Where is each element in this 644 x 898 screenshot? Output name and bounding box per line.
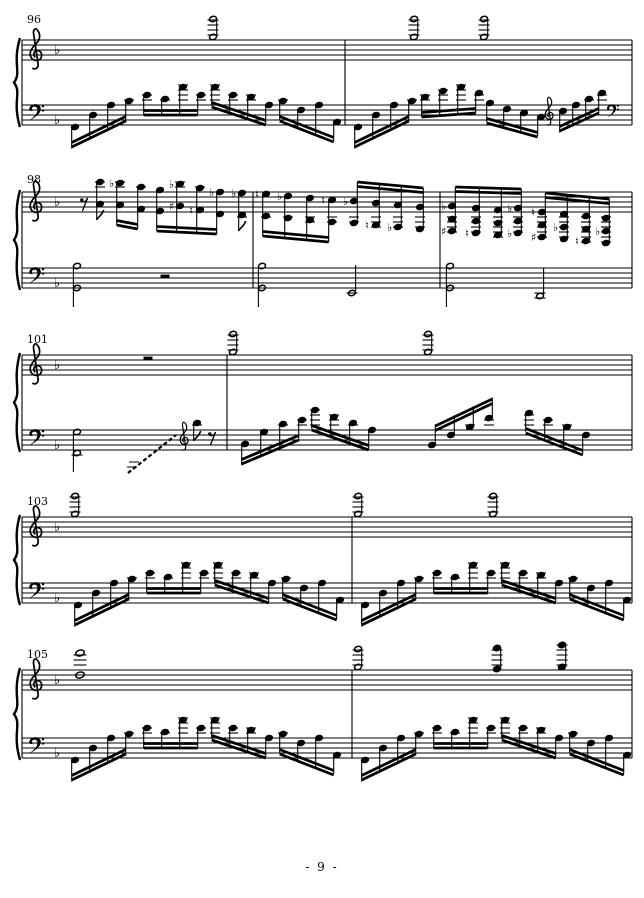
system-brace [12,514,22,606]
treble-clef-icon [29,27,43,70]
bass-clef-icon [28,737,45,754]
svg-text:♭: ♭ [109,177,114,190]
treble-clef-icon [29,179,43,222]
svg-text:♯: ♯ [169,200,174,213]
measure-number: 98 [27,173,41,186]
svg-text:♭: ♭ [507,202,512,215]
svg-text:♭: ♭ [54,43,60,58]
svg-text:♮: ♮ [255,188,259,201]
bass-clef-icon [606,104,620,118]
page-number: - 9 - [305,860,339,874]
measure-number: 103 [27,495,48,508]
bass-clef-icon [28,267,45,284]
measure-number: 101 [27,333,48,346]
svg-text:♭: ♭ [54,591,60,606]
treble-clef-icon [544,96,554,126]
svg-text:♭: ♭ [343,195,348,208]
grand-staff-system-98: ♭ ♭ ♭ ♭ ♯ ♮ ♭ ♭ ♮ ♭ ♮ ♭ ♮ ♭ ♭ ♯ ♮ ♭ ♭ ♮ ♯ ♭ ♮ ♭ [12,177,633,307]
svg-text:♭: ♭ [507,227,512,240]
grand-staff-system-105: ♭♭ [12,641,633,782]
system-brace [12,352,22,453]
svg-text:♭: ♭ [54,746,60,761]
bass-clef-icon [28,429,45,446]
grand-staff-system-101: ♭♭ [12,330,633,474]
svg-text:♭: ♭ [54,673,60,688]
svg-text:♮: ♮ [575,235,579,248]
svg-text:♭: ♭ [441,200,446,213]
svg-text:♮: ♮ [189,204,193,217]
treble-clef-icon [179,421,189,451]
svg-text:♮: ♮ [321,194,325,207]
svg-text:♭: ♭ [209,186,214,199]
bass-clef-icon [28,104,45,121]
svg-text:♭: ♭ [169,178,174,191]
measure-number: 96 [27,13,41,26]
grand-staff-system-96: ♭♭ [12,15,633,149]
svg-text:♭: ♭ [54,195,60,210]
system-brace [12,667,22,761]
system-brace [12,37,22,128]
svg-text:♯: ♯ [531,231,536,244]
treble-clef-icon [29,657,43,700]
svg-text:♭: ♭ [54,113,60,128]
svg-text:♭: ♭ [387,221,392,234]
svg-text:♮: ♮ [465,227,469,240]
system-brace [12,189,22,291]
svg-text:♭: ♭ [54,276,60,291]
treble-clef-icon [29,342,43,385]
svg-text:♭: ♭ [54,438,60,453]
svg-text:♭: ♭ [277,190,282,203]
measure-number: 105 [27,648,48,661]
treble-clef-icon [29,504,43,547]
bass-clef-icon [28,582,45,599]
svg-text:♭: ♭ [231,187,236,200]
svg-text:♯: ♯ [441,225,446,238]
grand-staff-system-103: ♭♭ [12,492,633,627]
svg-text:♭: ♭ [54,520,60,535]
svg-text:♮: ♮ [365,219,369,232]
svg-text:♭: ♭ [595,225,600,238]
svg-text:♭: ♭ [54,358,60,373]
svg-text:♮: ♮ [531,206,535,219]
svg-text:♭: ♭ [553,221,558,234]
